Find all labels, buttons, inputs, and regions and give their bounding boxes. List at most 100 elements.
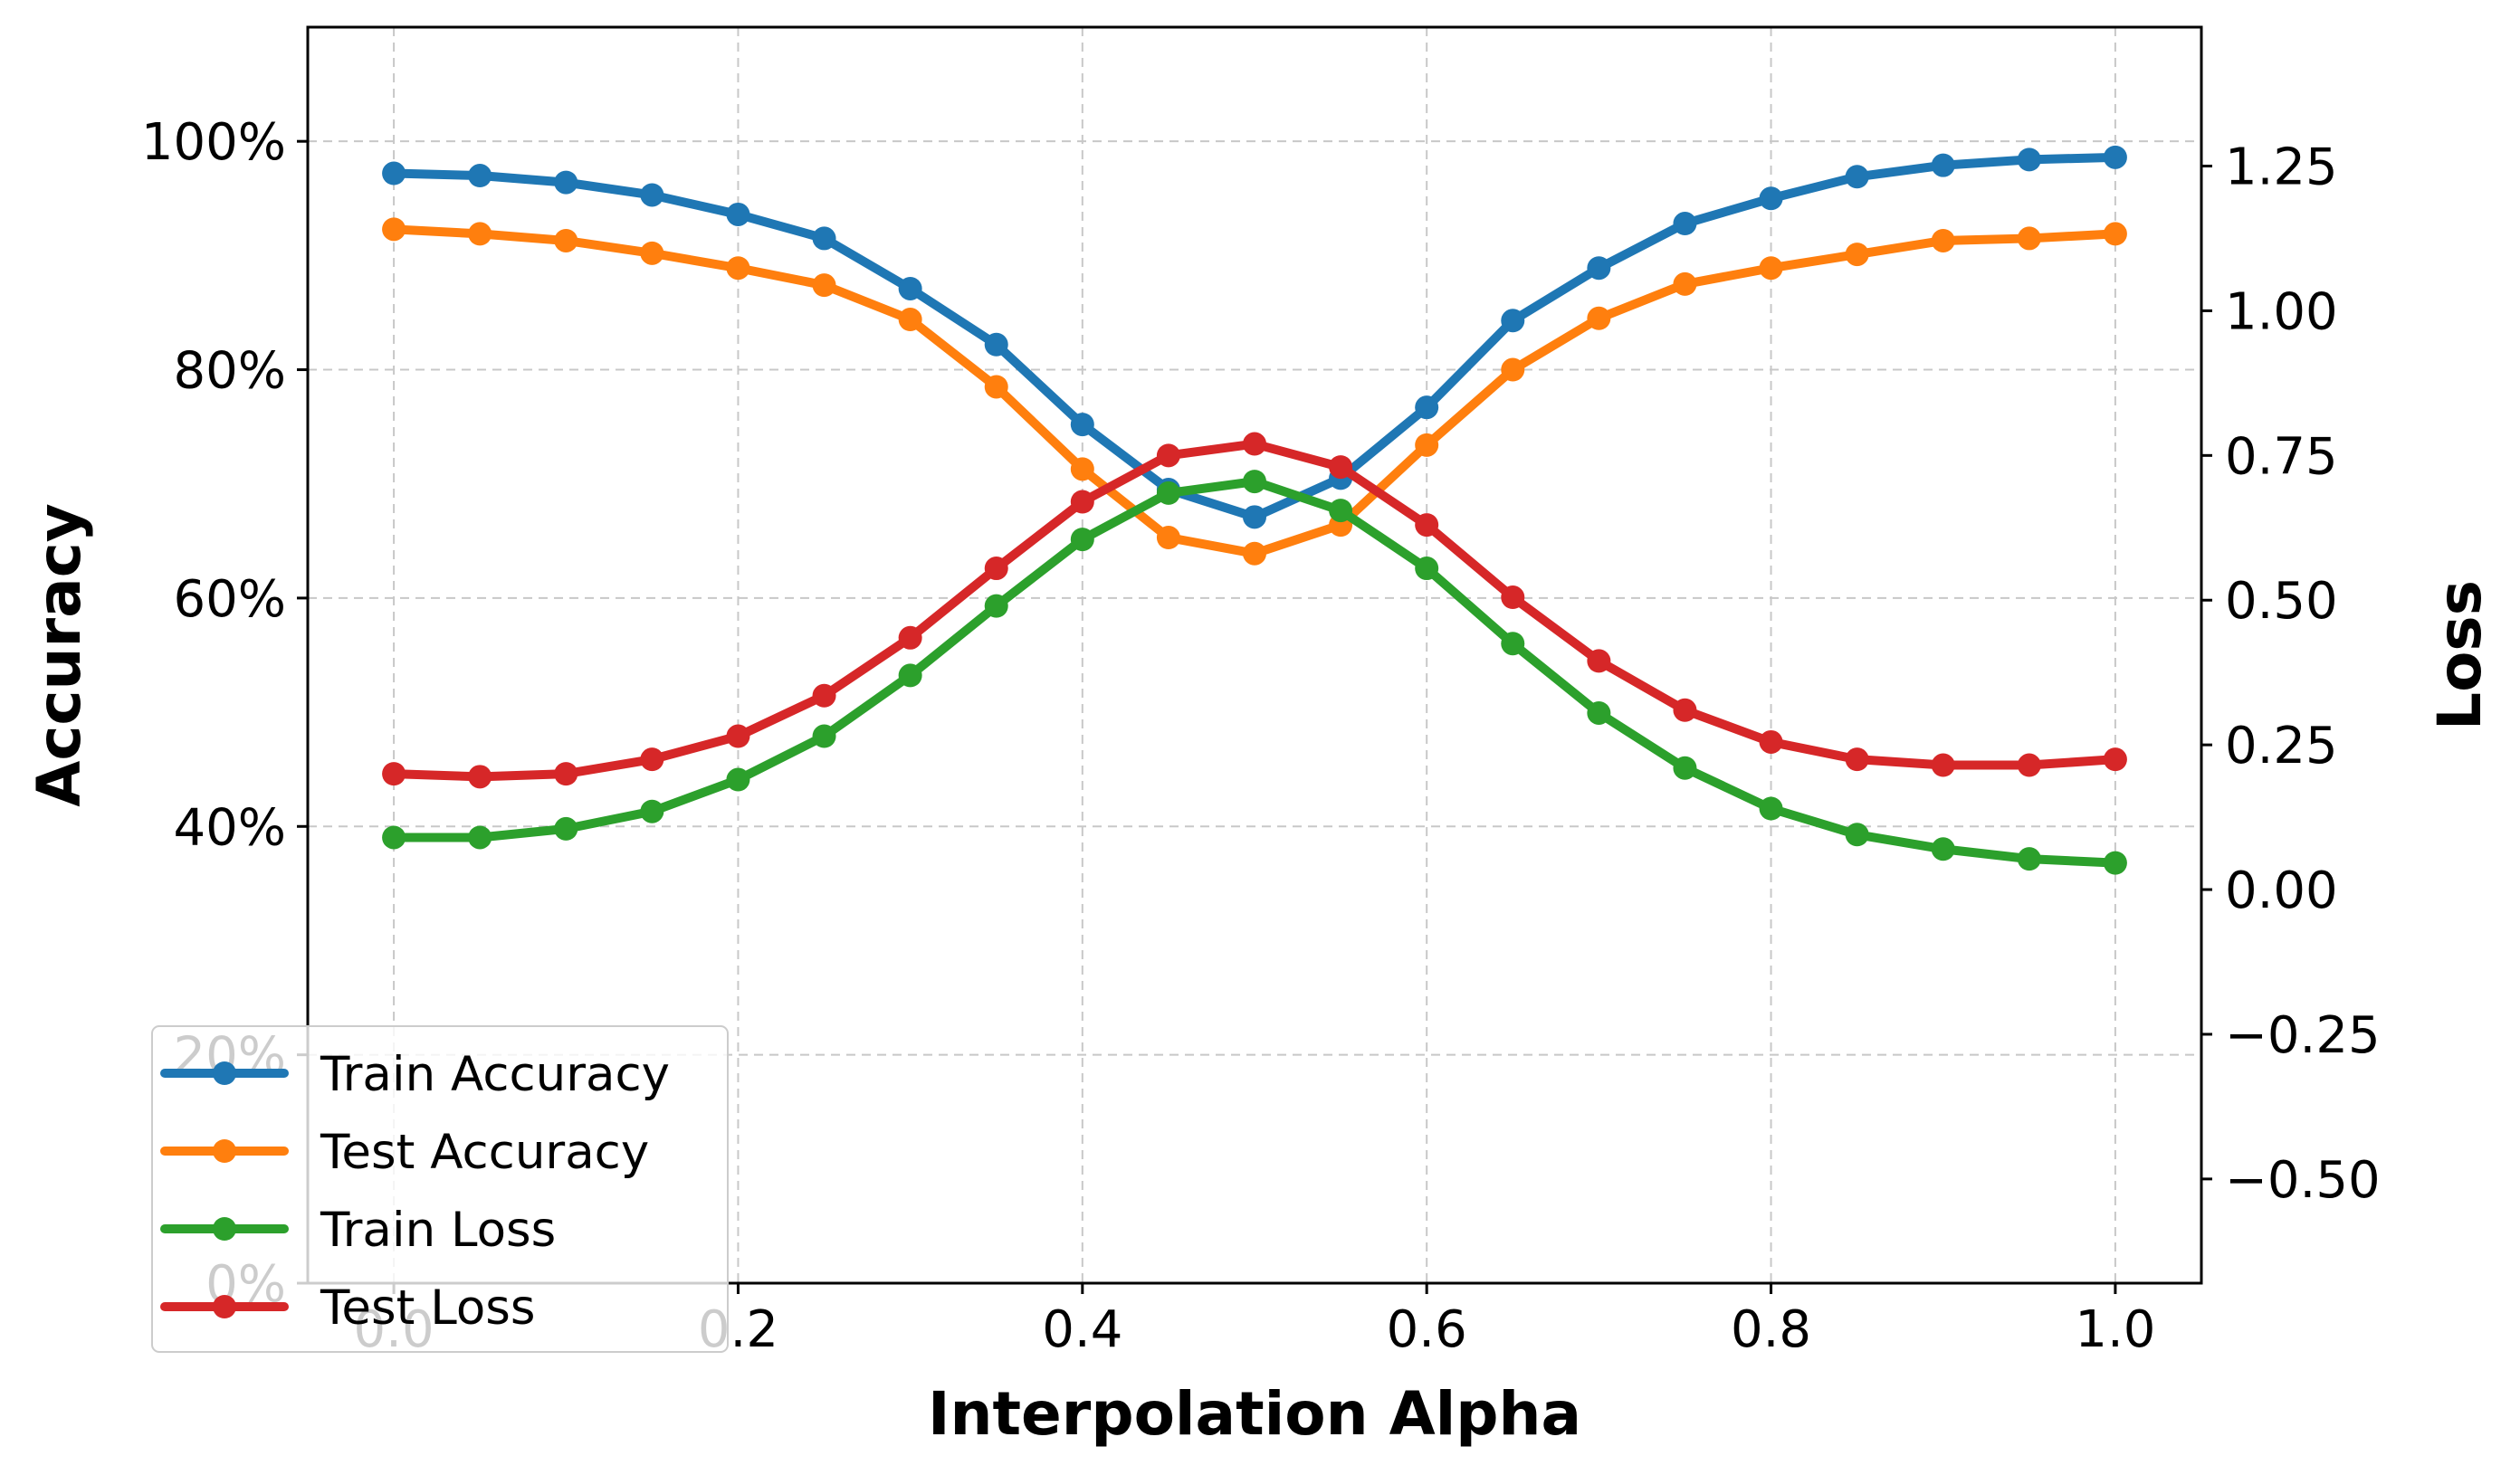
test-accuracy-point: [468, 222, 492, 246]
y-right-tick-label: 1.25: [2225, 138, 2338, 197]
test-loss-line: [389, 439, 2120, 782]
test-loss-point: [1070, 490, 1094, 514]
y-left-tick-label: 100%: [141, 113, 286, 172]
test-loss-point: [1415, 513, 1439, 538]
y-right-tick-label: 0.50: [2225, 572, 2338, 631]
test-loss-point: [1931, 753, 1955, 777]
legend-box: [151, 1025, 729, 1353]
test-loss-point: [812, 683, 836, 708]
test-loss-point: [1329, 455, 1353, 480]
y-right-tick-label: 1.00: [2225, 282, 2338, 341]
train-loss-point: [1759, 796, 1783, 821]
test-accuracy-point: [382, 217, 406, 242]
test-loss-point: [1759, 729, 1783, 754]
test-loss-point: [898, 625, 922, 650]
legend-label: Train Loss: [320, 1203, 556, 1258]
test-loss-point: [1501, 585, 1525, 610]
y-right-tick-label: −0.25: [2225, 1006, 2381, 1065]
train-accuracy-point: [1501, 309, 1525, 333]
test-loss-point: [1156, 443, 1180, 468]
test-loss-point: [984, 557, 1008, 581]
y-axis-right: −0.50 −0.25 0.00 0.25 0.50 0.75 1.00 1.25: [2201, 138, 2381, 1210]
y-left-tick-label: 60%: [174, 570, 286, 629]
legend-swatch-marker: [213, 1295, 236, 1318]
test-accuracy-point: [898, 308, 922, 332]
test-accuracy-point: [726, 256, 750, 281]
x-tick-label: 1.0: [2075, 1300, 2155, 1359]
test-loss-point: [554, 762, 578, 786]
legend-label: Test Accuracy: [320, 1125, 649, 1180]
test-accuracy-point: [640, 241, 664, 265]
train-loss-point: [1587, 700, 1611, 725]
test-accuracy-point: [1759, 256, 1783, 281]
train-loss-point: [382, 825, 406, 850]
test-loss-point: [1587, 649, 1611, 673]
train-loss-point: [1070, 528, 1094, 552]
train-loss-point: [1243, 470, 1266, 494]
y-right-tick-label: 0.25: [2225, 717, 2338, 776]
train-loss-point: [812, 724, 836, 748]
x-tick-label: 0.4: [1042, 1300, 1122, 1359]
train-accuracy-point: [1759, 186, 1783, 211]
test-accuracy-point: [554, 228, 578, 252]
train-accuracy-point: [1931, 153, 1955, 177]
y-left-tick-label: 80%: [174, 342, 286, 401]
train-accuracy-point: [1845, 165, 1869, 189]
test-loss-point: [640, 747, 664, 772]
series-test-accuracy: [382, 217, 2127, 566]
test-loss-point: [2103, 747, 2127, 772]
test-accuracy-point: [1070, 457, 1094, 481]
series-train-loss: [382, 470, 2127, 875]
y-right-tick-label: 0.75: [2225, 427, 2338, 486]
test-accuracy-point: [1673, 271, 1697, 296]
train-loss-point: [468, 825, 492, 850]
train-loss-point: [640, 799, 664, 823]
legend-item-test-accuracy: Test Accuracy: [160, 1125, 649, 1180]
train-accuracy-point: [554, 170, 578, 195]
test-loss-point: [468, 765, 492, 789]
test-accuracy-point: [984, 375, 1008, 399]
plot-frame: [306, 25, 2203, 1285]
train-loss-point: [1501, 632, 1525, 656]
train-accuracy-point: [1587, 256, 1611, 281]
x-axis-title: Interpolation Alpha: [928, 1379, 1581, 1449]
train-loss-point: [2103, 851, 2127, 875]
test-loss-point: [382, 762, 406, 786]
legend-label: Test Loss: [320, 1280, 535, 1336]
test-accuracy-point: [1501, 357, 1525, 382]
train-accuracy-point: [726, 202, 750, 226]
train-loss-point: [554, 816, 578, 841]
y-axis-right-title: Loss: [2425, 580, 2495, 730]
test-accuracy-point: [1156, 526, 1180, 550]
train-accuracy-point: [382, 161, 406, 186]
test-loss-point: [1845, 747, 1869, 772]
train-accuracy-point: [2103, 145, 2127, 169]
train-loss-point: [1415, 557, 1439, 581]
train-accuracy-point: [984, 332, 1008, 357]
train-accuracy-point: [898, 276, 922, 300]
x-tick-label: 0.6: [1387, 1300, 1467, 1359]
series-layer: [382, 145, 2127, 875]
train-accuracy-point: [1243, 505, 1266, 529]
train-loss-point: [1673, 756, 1697, 780]
x-tick-label: 0.8: [1731, 1300, 1811, 1359]
test-accuracy-point: [1587, 306, 1611, 330]
train-loss-point: [2017, 847, 2041, 871]
train-accuracy-point: [1415, 395, 1439, 420]
legend-item-train-loss: Train Loss: [160, 1203, 556, 1258]
test-loss-point: [2017, 753, 2041, 777]
train-accuracy-point: [1673, 212, 1697, 236]
legend-swatch-marker: [213, 1139, 236, 1163]
train-accuracy-point: [812, 226, 836, 251]
test-accuracy-line: [389, 224, 2120, 558]
legend-item-test-loss: Test Loss: [160, 1280, 535, 1336]
legend-swatch-marker: [213, 1061, 236, 1085]
test-loss-point: [1673, 698, 1697, 722]
test-accuracy-point: [2103, 222, 2127, 246]
y-axis-left-title: Accuracy: [24, 503, 94, 807]
test-loss-point: [1243, 432, 1266, 456]
y-right-tick-label: 0.00: [2225, 861, 2338, 920]
train-loss-point: [1329, 499, 1353, 523]
test-accuracy-point: [1845, 243, 1869, 267]
train-loss-point: [726, 767, 750, 792]
